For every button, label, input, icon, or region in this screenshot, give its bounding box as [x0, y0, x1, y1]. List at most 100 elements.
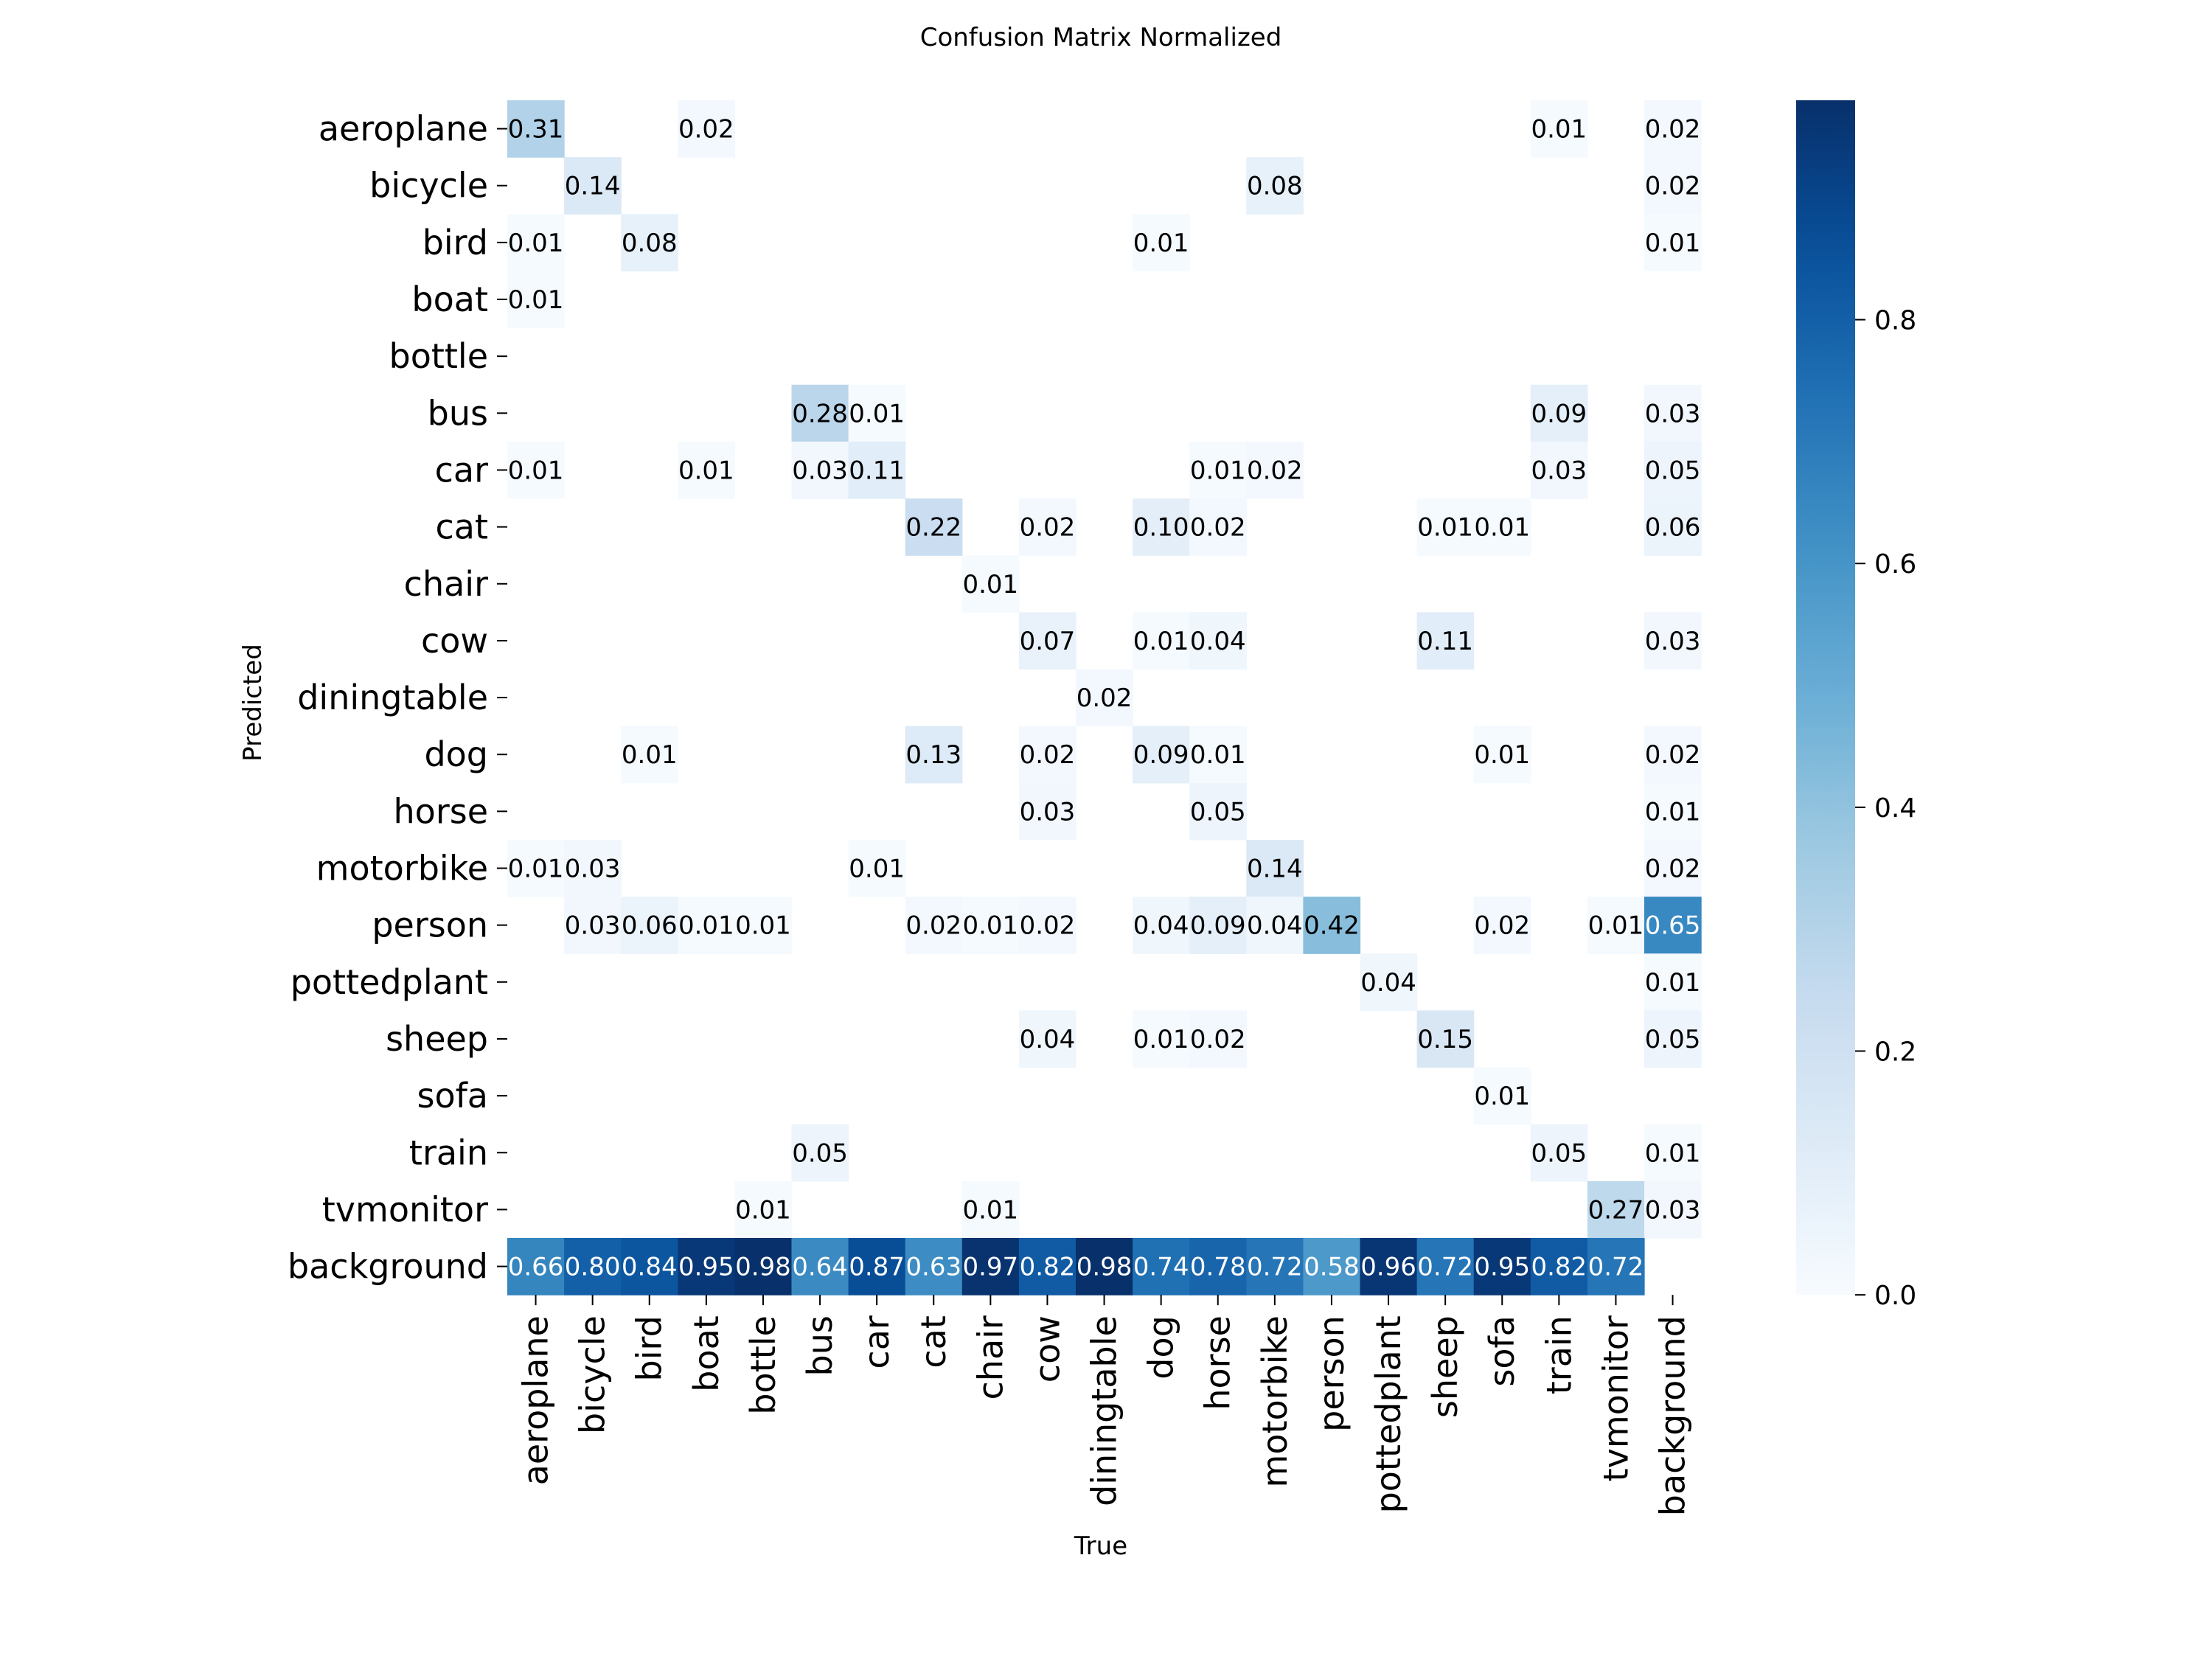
heatmap-cell: [1644, 384, 1702, 442]
heatmap-cell: [848, 839, 906, 897]
cell-value-label: 0.02: [1474, 911, 1530, 941]
cell-value-label: 0.82: [1531, 1253, 1587, 1282]
cell-value-label: 0.01: [962, 911, 1018, 941]
heatmap-cell: [1189, 441, 1247, 499]
cell-value-label: 0.05: [1190, 797, 1246, 827]
cell-value-label: 0.42: [1304, 911, 1360, 941]
cell-value-label: 0.03: [792, 456, 848, 485]
cell-value-label: 0.01: [1133, 1025, 1189, 1054]
cell-value-label: 0.01: [1190, 456, 1246, 485]
cell-value-label: 0.64: [792, 1253, 848, 1282]
cell-value-label: 0.01: [508, 855, 564, 884]
colorbar-tick-label: 0.4: [1874, 793, 1916, 824]
cell-value-label: 0.58: [1304, 1253, 1360, 1282]
heatmap-cell: [961, 1180, 1020, 1239]
y-tick-label: cow: [421, 621, 488, 661]
heatmap-cell: [1246, 157, 1304, 215]
cell-value-label: 0.09: [1190, 911, 1246, 941]
heatmap-cell: [1018, 1238, 1077, 1295]
y-tick-label: diningtable: [297, 678, 488, 717]
heatmap-cell: [1189, 897, 1247, 954]
heatmap-cell: [507, 100, 565, 158]
cell-value-label: 0.01: [1417, 513, 1473, 543]
heatmap-cell: [1246, 441, 1304, 499]
heatmap-cell: [905, 1238, 963, 1295]
cell-value-label: 0.04: [1190, 627, 1246, 656]
y-tick-label: horse: [394, 791, 488, 831]
y-tick-label: tvmonitor: [322, 1189, 488, 1229]
y-tick-label: aeroplane: [319, 109, 488, 149]
colorbar-tick-label: 0.8: [1874, 306, 1916, 336]
cell-value-label: 0.01: [1190, 740, 1246, 770]
heatmap-cell: [1530, 384, 1588, 442]
cell-value-label: 0.04: [1360, 968, 1416, 998]
x-tick-label: diningtable: [1085, 1315, 1124, 1506]
cell-value-label: 0.31: [508, 115, 564, 145]
heatmap-cell: [961, 1238, 1020, 1295]
y-tick-label: bottle: [389, 336, 489, 376]
cell-value-label: 0.78: [1190, 1253, 1246, 1282]
cell-value-label: 0.01: [849, 399, 905, 428]
x-tick-label: train: [1539, 1315, 1579, 1394]
heatmap-cell: [678, 100, 735, 158]
cell-value-label: 0.01: [1133, 229, 1189, 258]
heatmap-cell: [1644, 1124, 1702, 1182]
heatmap-cell: [1530, 1238, 1588, 1295]
cell-value-label: 0.11: [849, 456, 905, 485]
cell-value-label: 0.11: [1417, 627, 1473, 656]
heatmap-cell: [734, 1238, 793, 1295]
heatmap-cell: [1018, 726, 1077, 784]
cell-value-label: 0.03: [1020, 797, 1076, 827]
heatmap-cell: [507, 214, 565, 272]
cell-value-label: 0.01: [622, 740, 678, 770]
cell-value-label: 0.05: [1645, 1025, 1701, 1054]
cell-value-label: 0.02: [1020, 740, 1076, 770]
cell-value-label: 0.01: [735, 911, 791, 941]
heatmap-cell: [961, 555, 1020, 613]
x-tick-label: sofa: [1482, 1315, 1522, 1387]
heatmap-cell: [1587, 1180, 1645, 1239]
y-tick-label: dog: [424, 734, 488, 774]
heatmap-cell: [1473, 1238, 1531, 1295]
cell-value-label: 0.63: [905, 1253, 961, 1282]
y-tick-label: bird: [422, 223, 488, 262]
x-tick-label: chair: [970, 1315, 1010, 1399]
cell-value-label: 0.95: [678, 1253, 734, 1282]
cell-value-label: 0.98: [735, 1253, 791, 1282]
y-tick-label: bus: [428, 393, 488, 433]
y-tick-label: boat: [411, 279, 488, 319]
heatmap-cell: [1473, 1067, 1531, 1125]
heatmap-cell: [1530, 441, 1588, 499]
cell-value-label: 0.27: [1588, 1195, 1644, 1225]
cell-value-label: 0.01: [1133, 627, 1189, 656]
cell-value-label: 0.07: [1020, 627, 1076, 656]
colorbar-tick-label: 0.6: [1874, 549, 1916, 580]
cell-value-label: 0.28: [792, 399, 848, 428]
cell-value-label: 0.02: [1020, 911, 1076, 941]
heatmap-cell: [1076, 669, 1133, 727]
cell-value-label: 0.09: [1531, 399, 1587, 428]
heatmap-cell: [507, 441, 565, 499]
heatmap-cell: [1303, 1238, 1361, 1295]
cell-value-label: 0.01: [508, 285, 564, 315]
cell-value-label: 0.01: [962, 1195, 1018, 1225]
heatmap-cell: [791, 441, 849, 499]
heatmap-cell: [678, 897, 735, 954]
cell-value-label: 0.06: [622, 911, 678, 941]
cell-value-label: 0.03: [1531, 456, 1587, 485]
heatmap-cell: [1018, 782, 1077, 841]
y-tick-label: person: [372, 905, 488, 945]
heatmap-cell: [1189, 612, 1247, 670]
cell-value-label: 0.65: [1645, 911, 1701, 941]
y-tick-label: pottedplant: [291, 962, 488, 1002]
x-tick-label: background: [1653, 1315, 1693, 1516]
heatmap-cell: [1644, 839, 1702, 897]
cell-value-label: 0.03: [1645, 627, 1701, 656]
heatmap-cell: [1133, 612, 1190, 670]
cell-value-label: 0.13: [905, 740, 961, 770]
cell-value-label: 0.03: [1645, 399, 1701, 428]
cell-value-label: 0.98: [1077, 1253, 1133, 1282]
heatmap-cell: [1133, 1010, 1190, 1068]
heatmap-cell: [1246, 1238, 1304, 1295]
cell-value-label: 0.03: [565, 855, 621, 884]
